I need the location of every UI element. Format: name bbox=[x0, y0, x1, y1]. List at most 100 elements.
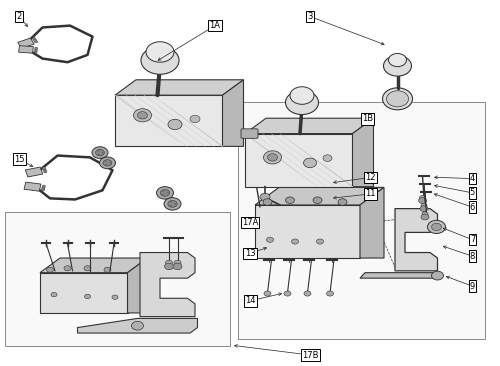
Circle shape bbox=[43, 169, 46, 171]
Circle shape bbox=[51, 292, 57, 297]
Circle shape bbox=[141, 46, 179, 74]
Circle shape bbox=[168, 201, 177, 207]
Circle shape bbox=[420, 195, 426, 200]
Circle shape bbox=[164, 198, 181, 210]
Circle shape bbox=[286, 90, 318, 115]
Polygon shape bbox=[26, 167, 42, 177]
Circle shape bbox=[420, 206, 428, 212]
Circle shape bbox=[167, 192, 169, 194]
Polygon shape bbox=[78, 318, 198, 333]
Polygon shape bbox=[222, 80, 244, 146]
Circle shape bbox=[164, 263, 173, 270]
Circle shape bbox=[432, 271, 444, 280]
Circle shape bbox=[313, 197, 322, 203]
Polygon shape bbox=[128, 258, 148, 313]
Circle shape bbox=[46, 267, 54, 272]
Circle shape bbox=[264, 291, 271, 296]
Circle shape bbox=[34, 41, 37, 43]
Circle shape bbox=[105, 160, 107, 162]
Circle shape bbox=[388, 53, 406, 67]
Circle shape bbox=[162, 190, 164, 192]
Circle shape bbox=[168, 119, 182, 130]
Text: 5: 5 bbox=[470, 188, 475, 197]
Text: 1B: 1B bbox=[362, 115, 373, 123]
Text: 15: 15 bbox=[14, 155, 24, 164]
Circle shape bbox=[290, 87, 314, 104]
Circle shape bbox=[386, 91, 408, 107]
Circle shape bbox=[41, 188, 44, 191]
Circle shape bbox=[84, 266, 91, 271]
Circle shape bbox=[166, 260, 172, 265]
Circle shape bbox=[304, 291, 311, 296]
Polygon shape bbox=[140, 253, 195, 317]
Circle shape bbox=[264, 151, 281, 164]
Circle shape bbox=[34, 51, 37, 53]
Text: 14: 14 bbox=[245, 296, 256, 305]
Polygon shape bbox=[245, 134, 352, 187]
Circle shape bbox=[421, 203, 427, 208]
Circle shape bbox=[92, 147, 108, 158]
Circle shape bbox=[418, 198, 426, 203]
Circle shape bbox=[304, 158, 316, 168]
Circle shape bbox=[34, 39, 36, 41]
Circle shape bbox=[100, 157, 116, 169]
Polygon shape bbox=[115, 80, 244, 95]
Circle shape bbox=[173, 263, 182, 270]
Circle shape bbox=[190, 115, 200, 123]
Circle shape bbox=[156, 187, 174, 199]
Circle shape bbox=[132, 321, 143, 330]
Polygon shape bbox=[352, 118, 374, 187]
Polygon shape bbox=[238, 102, 485, 339]
Circle shape bbox=[102, 152, 104, 153]
Text: 8: 8 bbox=[470, 252, 475, 261]
Circle shape bbox=[428, 220, 446, 234]
Circle shape bbox=[112, 295, 118, 299]
Circle shape bbox=[64, 266, 71, 271]
Text: 4: 4 bbox=[470, 174, 475, 183]
Circle shape bbox=[384, 56, 411, 76]
Text: 17B: 17B bbox=[302, 351, 318, 359]
Circle shape bbox=[421, 214, 429, 220]
Polygon shape bbox=[115, 95, 222, 146]
Circle shape bbox=[42, 187, 45, 189]
Circle shape bbox=[44, 171, 47, 173]
Polygon shape bbox=[360, 187, 384, 258]
Circle shape bbox=[174, 260, 181, 265]
Polygon shape bbox=[18, 38, 34, 48]
Text: 2: 2 bbox=[16, 12, 21, 21]
Polygon shape bbox=[40, 258, 148, 273]
Text: 3: 3 bbox=[308, 12, 312, 21]
Text: 13: 13 bbox=[244, 249, 256, 258]
Circle shape bbox=[170, 201, 172, 203]
Circle shape bbox=[110, 162, 112, 164]
Circle shape bbox=[338, 199, 347, 205]
Circle shape bbox=[284, 291, 291, 296]
Circle shape bbox=[104, 267, 111, 272]
Circle shape bbox=[42, 185, 45, 187]
Circle shape bbox=[96, 149, 104, 156]
Text: 11: 11 bbox=[365, 190, 375, 198]
Circle shape bbox=[292, 239, 298, 244]
Circle shape bbox=[316, 239, 324, 244]
Polygon shape bbox=[255, 205, 360, 258]
Circle shape bbox=[134, 109, 152, 122]
Polygon shape bbox=[24, 182, 41, 191]
Circle shape bbox=[103, 160, 112, 166]
Circle shape bbox=[268, 154, 278, 161]
Circle shape bbox=[432, 223, 442, 231]
Circle shape bbox=[260, 193, 270, 201]
Circle shape bbox=[160, 190, 170, 196]
Circle shape bbox=[263, 199, 272, 205]
Circle shape bbox=[32, 37, 35, 40]
Polygon shape bbox=[40, 273, 128, 313]
Circle shape bbox=[162, 194, 164, 195]
Circle shape bbox=[286, 197, 294, 203]
Circle shape bbox=[382, 88, 412, 110]
Circle shape bbox=[42, 167, 45, 169]
Circle shape bbox=[98, 154, 100, 155]
Text: 12: 12 bbox=[365, 173, 375, 182]
Text: 7: 7 bbox=[470, 235, 475, 244]
Circle shape bbox=[266, 237, 274, 242]
Circle shape bbox=[138, 112, 147, 119]
Circle shape bbox=[105, 164, 107, 165]
